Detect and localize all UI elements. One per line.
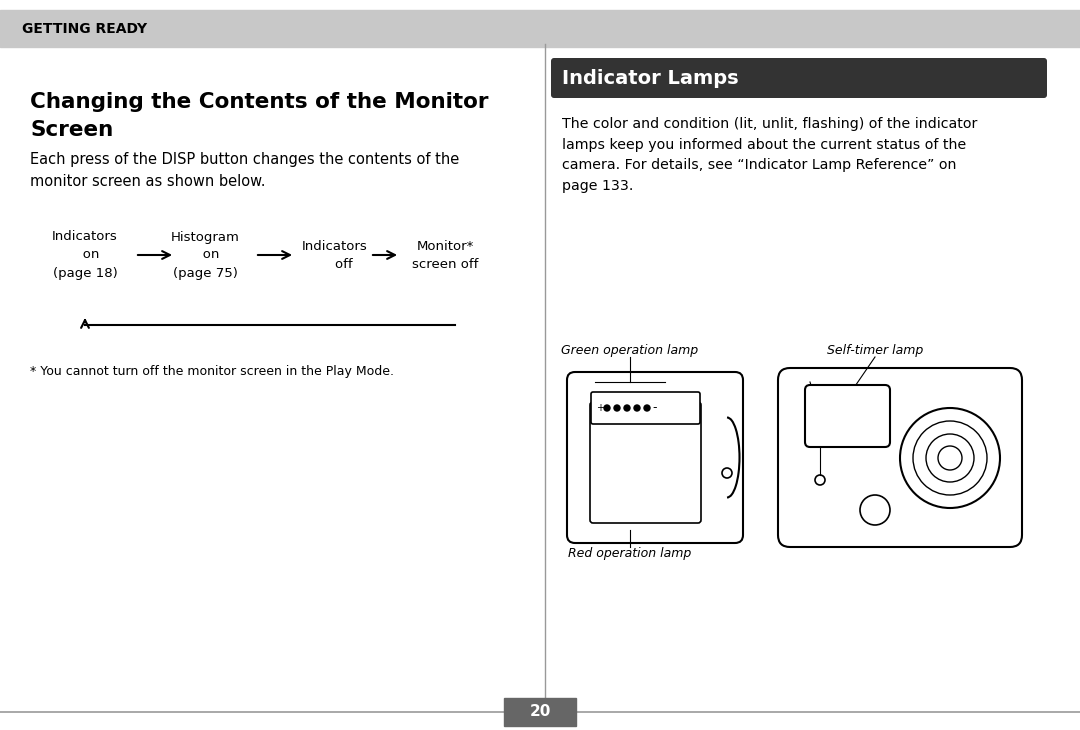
FancyBboxPatch shape	[805, 385, 890, 447]
Text: Each press of the DISP button changes the contents of the
monitor screen as show: Each press of the DISP button changes th…	[30, 152, 459, 189]
Text: Monitor*
screen off: Monitor* screen off	[411, 239, 478, 271]
Text: * You cannot turn off the monitor screen in the Play Mode.: * You cannot turn off the monitor screen…	[30, 365, 394, 378]
FancyBboxPatch shape	[590, 402, 701, 523]
Text: Green operation lamp: Green operation lamp	[562, 344, 699, 357]
Text: Indicators
    off: Indicators off	[302, 239, 368, 271]
Circle shape	[615, 405, 620, 411]
FancyBboxPatch shape	[504, 698, 576, 726]
FancyBboxPatch shape	[567, 372, 743, 543]
Text: Red operation lamp: Red operation lamp	[568, 547, 691, 560]
Text: The color and condition (lit, unlit, flashing) of the indicator
lamps keep you i: The color and condition (lit, unlit, fla…	[562, 117, 977, 193]
Text: -: -	[652, 402, 658, 415]
Circle shape	[644, 405, 650, 411]
Circle shape	[624, 405, 630, 411]
Text: +: +	[596, 403, 604, 413]
FancyBboxPatch shape	[778, 368, 1022, 547]
Text: Indicators
   on
(page 18): Indicators on (page 18)	[52, 231, 118, 280]
Text: 20: 20	[529, 704, 551, 720]
Text: Histogram
   on
(page 75): Histogram on (page 75)	[171, 231, 240, 280]
Text: Indicator Lamps: Indicator Lamps	[562, 69, 739, 88]
Text: Changing the Contents of the Monitor: Changing the Contents of the Monitor	[30, 92, 488, 112]
Text: Self-timer lamp: Self-timer lamp	[827, 344, 923, 357]
Text: GETTING READY: GETTING READY	[22, 22, 147, 36]
FancyBboxPatch shape	[551, 58, 1047, 98]
FancyBboxPatch shape	[591, 392, 700, 424]
Circle shape	[604, 405, 610, 411]
Circle shape	[634, 405, 640, 411]
Bar	[0, 10, 1080, 47]
Text: Screen: Screen	[30, 120, 113, 140]
